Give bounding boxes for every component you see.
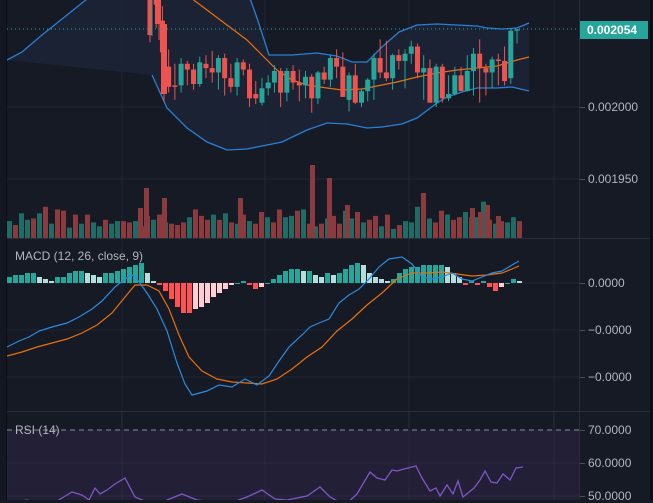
axis-tick [580,496,585,497]
macd-tick-label: −0.0000 [588,323,632,337]
axis-tick [580,283,585,284]
rsi-title: RSI (14) [15,423,60,437]
pane-separator-rsi[interactable] [7,411,653,412]
rsi-tick-label: 70.0000 [588,423,632,437]
axis-tick [580,463,585,464]
axis-tick [580,330,585,331]
price-tick-label: 0.002000 [588,100,639,114]
macd-tick-label: 0.0000 [588,276,625,290]
rsi-axis[interactable]: 70.0000 60.0000 50.0000 [580,412,653,503]
rsi-pane[interactable] [7,412,579,500]
macd-axis[interactable]: 0.0000 −0.0000 −0.0000 [580,239,653,411]
macd-title: MACD (12, 26, close, 9) [15,249,144,263]
last-price-tag: 0.002054 [580,21,648,39]
price-axis-border [579,0,580,500]
macd-pane[interactable] [7,239,579,411]
axis-tick [580,430,585,431]
rsi-tick-label: 60.0000 [588,456,632,470]
price-axis[interactable]: 0.002054 0.002000 0.001950 [580,0,653,238]
axis-tick [580,179,585,180]
macd-tick-label: −0.0000 [588,370,632,384]
left-panel-edge [0,0,7,500]
price-pane[interactable] [7,0,579,238]
price-tick-label: 0.001950 [588,172,639,186]
pane-separator-macd[interactable] [7,238,653,239]
right-panel-edge [650,0,653,500]
rsi-tick-label: 50.0000 [588,489,632,503]
axis-tick [580,107,585,108]
axis-tick [580,377,585,378]
